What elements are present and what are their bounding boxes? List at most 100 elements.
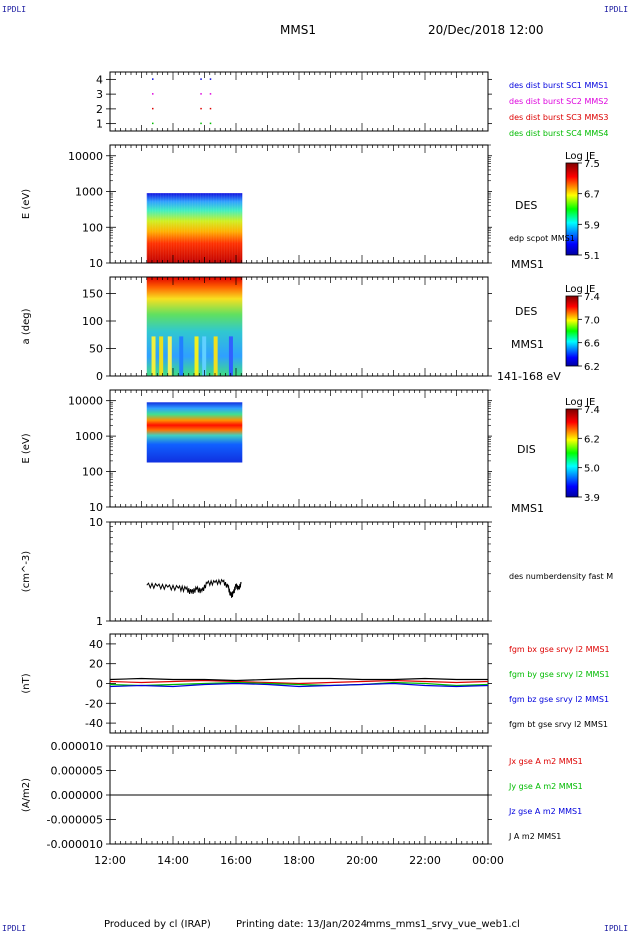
burst-dot — [152, 93, 154, 95]
spectrogram-texture — [170, 193, 172, 263]
x-tick-label: 20:00 — [346, 854, 378, 867]
burst-dot — [152, 122, 154, 125]
spectrogram-texture — [175, 193, 178, 263]
des-pitch-angle-y-tick-label: 50 — [89, 343, 103, 356]
x-tick-label: 00:00 — [472, 854, 504, 867]
dis-energy-y-axis-label: E (eV) — [21, 433, 32, 463]
burst-legend-4: des dist burst SC4 MMS4 — [509, 129, 608, 138]
burst-dot — [152, 78, 154, 80]
des-pitch-angle-sc-label: MMS1 — [511, 338, 544, 351]
des-pitch-angle-y-tick-label: 0 — [96, 370, 103, 383]
spectrogram-texture — [181, 193, 183, 263]
spectrogram-texture — [210, 193, 212, 263]
pitch-angle-stripe — [213, 336, 218, 376]
fgm-legend-3: fgm bz gse srvy l2 MMS1 — [509, 695, 609, 704]
burst-dot — [200, 78, 202, 80]
spectrogram-texture — [162, 193, 164, 263]
des-pitch-angle-y-tick-label: 150 — [82, 288, 103, 301]
current-legend-4: J A m2 MMS1 — [508, 832, 561, 841]
corner-mark-bottom-right: IPDLI — [604, 924, 629, 933]
des-pitch-angle-y-axis-label: a (deg) — [21, 308, 32, 344]
des-energy-colorbar-tick-label: 6.7 — [584, 190, 600, 201]
pitch-angle-stripe — [151, 336, 156, 376]
spectrogram-texture — [202, 193, 204, 263]
pitch-angle-stripe — [194, 336, 199, 376]
spectrogram-texture — [173, 193, 175, 263]
burst-dot — [200, 93, 202, 95]
des-energy-sc-label: MMS1 — [511, 258, 544, 271]
burst-legend-3: des dist burst SC3 MMS3 — [509, 113, 608, 122]
des-energy-y-tick-label: 100 — [82, 221, 103, 234]
des-pitch-angle-instrument-label: DES — [515, 305, 537, 318]
burst-dot — [200, 122, 202, 125]
burst-dot — [152, 107, 154, 110]
spectrogram-texture — [239, 193, 241, 263]
des-energy-instrument-label: DES — [515, 199, 537, 212]
footer-printing-date: Printing date: 13/Jan/2024 — [236, 919, 368, 930]
fgm-series-line — [109, 682, 489, 688]
burst-panel-frame — [109, 71, 489, 132]
footer-produced-by: Produced by cl (IRAP) — [104, 919, 211, 930]
des-energy-y-tick-label: 10000 — [68, 150, 103, 163]
fgm-y-tick-label: 0 — [96, 678, 103, 691]
dis-energy-y-tick-label: 10 — [89, 501, 103, 514]
dis-energy-colorbar-title: Log JE — [565, 397, 595, 408]
des-energy-colorbar-tick-label: 5.9 — [584, 220, 600, 231]
dis-energy-colorbar-tick-label: 7.4 — [584, 405, 600, 416]
dis-energy-colorbar-tick-label: 6.2 — [584, 434, 600, 445]
spectrogram-texture — [178, 193, 180, 263]
spectrogram-texture — [236, 193, 239, 263]
spectrogram-texture — [205, 193, 207, 263]
dis-energy-colorbar-tick-label: 5.0 — [584, 464, 600, 475]
density-y-tick-label: 10 — [89, 516, 103, 529]
spectrogram-texture — [213, 193, 215, 263]
spectrogram-texture — [146, 193, 148, 263]
des-energy-spectrogram — [146, 193, 243, 263]
fgm-y-tick-label: 20 — [89, 658, 103, 671]
burst-dot — [209, 93, 212, 95]
pitch-angle-stripe — [202, 336, 207, 376]
spectrogram-texture — [218, 193, 220, 263]
spectrogram-texture — [157, 193, 159, 263]
density-panel-frame — [109, 521, 489, 622]
fgm-y-tick-label: -40 — [85, 717, 103, 730]
pitch-angle-stripe — [167, 336, 172, 376]
des-pitch-angle-colorbar-tick-label: 6.6 — [584, 339, 600, 350]
fgm-y-axis-label: (nT) — [21, 673, 32, 693]
fgm-series-line — [109, 681, 489, 687]
footer-filename: mms_mms1_srvy_vue_web1.cl — [366, 919, 520, 930]
x-tick-label: 22:00 — [409, 854, 441, 867]
burst-dot — [209, 122, 212, 125]
spectrogram-texture — [183, 193, 186, 263]
des-energy-y-tick-label: 10 — [89, 257, 103, 270]
des-pitch-angle-colorbar — [565, 295, 579, 367]
x-tick-label: 18:00 — [283, 854, 315, 867]
spectrogram-texture — [189, 193, 191, 263]
dis-energy-instrument-label: DIS — [517, 443, 536, 456]
spectrogram-texture — [186, 193, 188, 263]
current-y-tick-label: 0.000000 — [51, 789, 104, 802]
burst-legend-1: des dist burst SC1 MMS1 — [509, 81, 608, 90]
des-energy-colorbar-tick-label: 5.1 — [584, 251, 600, 262]
dis-energy-colorbar — [565, 408, 579, 498]
dis-energy-spectrogram — [146, 402, 243, 463]
plot-title: MMS1 — [280, 23, 316, 37]
fgm-legend-4: fgm bt gse srvy l2 MMS1 — [509, 720, 608, 729]
pitch-angle-stripe — [179, 336, 184, 376]
fgm-y-tick-label: -20 — [85, 697, 103, 710]
dis-energy-y-tick-label: 100 — [82, 466, 103, 479]
spectrogram-texture — [231, 193, 233, 263]
spectrogram-texture — [229, 193, 231, 263]
burst-dot — [209, 78, 212, 80]
spectrogram-texture — [221, 193, 223, 263]
burst-dot — [209, 107, 212, 110]
des-pitch-angle-energy-label: 141-168 eV — [497, 370, 561, 383]
density-series-line — [146, 578, 242, 598]
burst-y-tick-label: 2 — [96, 103, 103, 116]
x-tick-label: 16:00 — [220, 854, 252, 867]
corner-mark-top-right: IPDLI — [604, 5, 629, 14]
fgm-legend-1: fgm bx gse srvy l2 MMS1 — [509, 645, 610, 654]
fgm-legend-2: fgm by gse srvy l2 MMS1 — [509, 670, 610, 679]
current-y-tick-label: -0.000010 — [47, 838, 103, 851]
